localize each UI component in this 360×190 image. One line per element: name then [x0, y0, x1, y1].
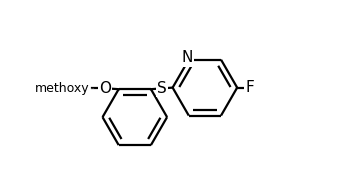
Text: F: F: [245, 80, 254, 95]
Text: methoxy: methoxy: [35, 82, 90, 95]
Text: S: S: [157, 81, 167, 96]
Text: methoxy: methoxy: [89, 88, 95, 89]
Text: O: O: [99, 81, 111, 96]
Text: N: N: [181, 50, 193, 65]
